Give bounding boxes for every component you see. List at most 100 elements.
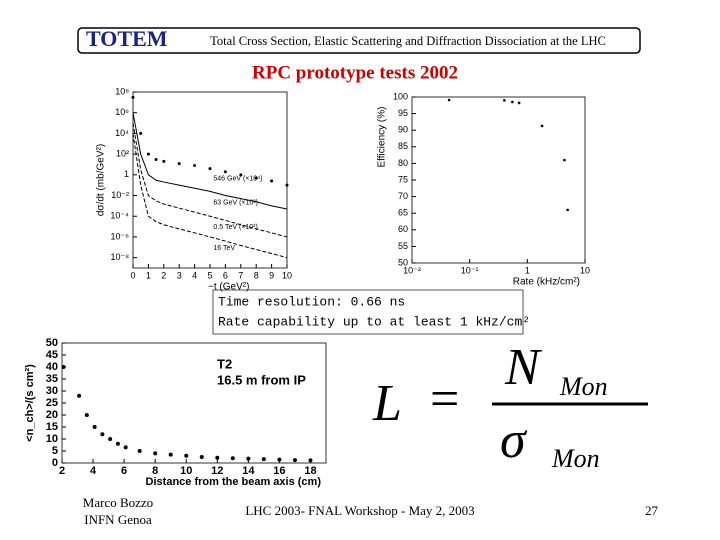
- data-point: [285, 183, 289, 187]
- y-tick-label: 1: [124, 169, 129, 179]
- x-tick-label: 9: [269, 270, 274, 280]
- x-tick-label: 12: [211, 465, 223, 477]
- data-point: [177, 162, 181, 166]
- x-tick-label: 14: [242, 465, 255, 477]
- data-point: [511, 100, 514, 104]
- x-tick-label: 6: [121, 465, 127, 477]
- x-tick-label: 8: [152, 465, 158, 477]
- data-point: [566, 208, 569, 212]
- footer-author: Marco Bozzo: [83, 495, 153, 510]
- series-label: 16 TeV: [213, 245, 235, 252]
- data-point: [61, 365, 66, 369]
- data-point: [254, 176, 258, 180]
- data-point: [540, 124, 544, 128]
- y-tick-label: 35: [46, 373, 58, 385]
- data-point: [123, 445, 128, 450]
- x-tick-label: 7: [238, 270, 243, 280]
- y-tick-label: 15: [46, 421, 58, 433]
- data-point: [230, 456, 235, 461]
- curve: [132, 112, 288, 210]
- formula-lhs: L: [372, 375, 402, 432]
- footer-affiliation: INFN Genoa: [84, 512, 152, 527]
- x-tick-label: 2: [161, 270, 166, 280]
- annotation: T2: [217, 356, 232, 371]
- annotation: 16.5 m from IP: [217, 372, 306, 387]
- series-label: 546 GeV (×10⁴): [213, 176, 262, 183]
- x-tick-label: 4: [192, 270, 197, 280]
- x-tick-label: 0: [130, 270, 135, 280]
- formula-subscript: Mon: [559, 372, 608, 401]
- y-tick-label: 50: [398, 257, 408, 267]
- data-point: [92, 425, 97, 429]
- y-tick-label: 0: [52, 457, 58, 469]
- x-tick-label: 16: [273, 465, 285, 477]
- y-tick-label: 10⁻⁸: [110, 252, 129, 262]
- plot-frame: [411, 96, 586, 264]
- y-tick-label: 50: [46, 337, 58, 349]
- y-tick-label: 80: [398, 158, 408, 168]
- x-tick-label: 8: [254, 270, 259, 280]
- y-tick-label: 25: [46, 397, 58, 409]
- x-tick-label: 10⁻¹: [461, 265, 479, 275]
- data-point: [447, 98, 451, 102]
- data-point: [139, 131, 143, 135]
- logo: TOTEM: [86, 26, 168, 51]
- data-point: [246, 456, 251, 461]
- data-point: [215, 455, 220, 460]
- page-number: 27: [645, 503, 659, 518]
- y-tick-label: 10⁻⁶: [111, 231, 130, 241]
- data-point: [223, 170, 227, 174]
- data-point: [517, 101, 521, 105]
- y-tick-label: 95: [398, 108, 408, 118]
- y-tick-label: 55: [398, 241, 408, 251]
- data-point: [108, 437, 113, 441]
- x-tick-label: 10: [282, 270, 292, 280]
- data-point: [115, 441, 120, 446]
- y-tick-label: 20: [46, 409, 58, 421]
- y-tick-label: 30: [46, 385, 58, 397]
- slide-title: RPC prototype tests 2002: [252, 62, 458, 83]
- data-point: [199, 455, 204, 459]
- data-point: [292, 458, 297, 463]
- data-point: [131, 95, 135, 99]
- formula-subscript: Mon: [551, 444, 600, 473]
- y-tick-label: 10⁸: [115, 86, 129, 96]
- series-label: 63 GeV (×10²): [213, 199, 258, 206]
- x-tick-label: 4: [90, 465, 97, 477]
- y-axis-label: <n_ch>/(s cm²): [24, 364, 36, 442]
- y-tick-label: 10⁻²: [111, 190, 129, 200]
- data-point: [146, 152, 150, 156]
- y-tick-label: 100: [393, 91, 408, 101]
- data-point: [277, 457, 282, 462]
- data-point: [153, 451, 158, 456]
- x-axis-label: −t (GeV²): [208, 282, 249, 293]
- y-tick-label: 75: [398, 174, 408, 184]
- y-tick-label: 10⁴: [115, 128, 129, 138]
- footer-event: LHC 2003- FNAL Workshop - May 2, 2003: [245, 503, 474, 518]
- x-tick-label: 2: [59, 465, 65, 477]
- x-tick-label: 5: [207, 270, 212, 280]
- x-tick-label: 10⁻²: [403, 265, 421, 275]
- y-tick-label: 45: [46, 349, 58, 361]
- data-point: [193, 163, 197, 167]
- y-tick-label: 10: [46, 433, 58, 445]
- curve: [132, 122, 288, 238]
- series-label: 0.5 TeV (×10²): [213, 224, 257, 231]
- x-tick-label: 3: [177, 270, 182, 280]
- data-point: [168, 452, 173, 457]
- data-point: [154, 158, 158, 162]
- data-point: [208, 167, 212, 171]
- plot-frame: [61, 342, 327, 464]
- data-point: [184, 453, 189, 458]
- data-point: [503, 99, 506, 102]
- note-box: [212, 289, 524, 335]
- header-text: Total Cross Section, Elastic Scattering …: [210, 34, 606, 48]
- y-tick-label: 5: [52, 445, 58, 457]
- x-tick-label: 18: [304, 465, 316, 477]
- curve: [132, 133, 288, 259]
- formula-operator: =: [430, 371, 459, 428]
- y-tick-label: 90: [398, 125, 408, 135]
- y-axis-label: Efficiency (%): [377, 107, 388, 168]
- data-point: [563, 158, 566, 162]
